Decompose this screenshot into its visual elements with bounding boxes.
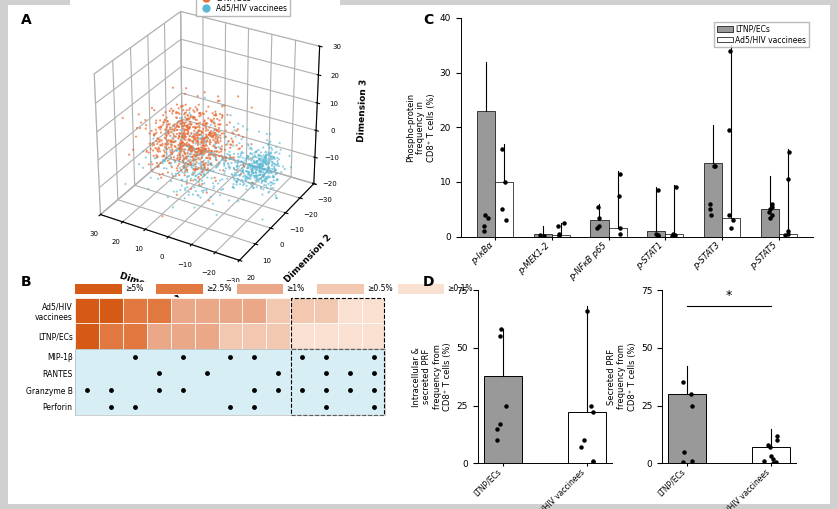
Bar	[219, 323, 242, 349]
Bar	[194, 323, 219, 349]
Text: ≥1%: ≥1%	[287, 285, 304, 293]
Bar	[484, 376, 521, 463]
Bar	[338, 323, 362, 349]
Text: *: *	[726, 289, 732, 302]
Text: B: B	[21, 275, 32, 289]
Bar	[75, 323, 99, 349]
Bar	[99, 323, 123, 349]
Y-axis label: Secreted PRF
frequency from
CD8⁺ T cells (%): Secreted PRF frequency from CD8⁺ T cells…	[607, 343, 637, 411]
Text: ≥2.5%: ≥2.5%	[205, 285, 231, 293]
Bar	[704, 163, 722, 237]
Bar	[147, 323, 171, 349]
Text: ≥5%: ≥5%	[125, 285, 143, 293]
Bar	[242, 298, 266, 323]
Bar	[292, 349, 385, 415]
Bar	[171, 298, 194, 323]
X-axis label: Dimension 1: Dimension 1	[118, 272, 181, 300]
Bar	[318, 285, 364, 294]
Bar	[147, 298, 171, 323]
Bar	[534, 235, 551, 237]
Bar	[398, 285, 444, 294]
Bar	[753, 447, 790, 463]
Text: ≥0.5%: ≥0.5%	[367, 285, 392, 293]
Y-axis label: Intracellular &
secreted PRF
frequency from
CD8⁺ T cells (%): Intracellular & secreted PRF frequency f…	[412, 343, 453, 411]
Bar	[314, 298, 338, 323]
Bar	[290, 323, 314, 349]
Bar	[75, 285, 122, 294]
Bar	[668, 394, 706, 463]
Bar	[99, 298, 123, 323]
Bar	[156, 285, 203, 294]
Bar	[75, 298, 99, 323]
Bar	[477, 111, 495, 237]
Bar	[314, 323, 338, 349]
Bar	[608, 229, 627, 237]
Bar	[665, 234, 684, 237]
Bar	[568, 412, 606, 463]
Bar	[242, 323, 266, 349]
Bar	[647, 231, 665, 237]
Y-axis label: Dimension 2: Dimension 2	[283, 233, 334, 285]
Bar	[194, 298, 219, 323]
Bar	[495, 182, 513, 237]
Text: ≥0.1%: ≥0.1%	[447, 285, 473, 293]
Text: D: D	[423, 275, 435, 289]
Bar	[290, 298, 314, 323]
Bar	[590, 220, 608, 237]
Bar	[219, 298, 242, 323]
Bar	[266, 323, 290, 349]
Bar	[123, 298, 147, 323]
Bar	[123, 323, 147, 349]
Bar	[362, 298, 385, 323]
Bar	[236, 285, 283, 294]
Legend: LTNP/ECs, Ad5/HIV vaccinees: LTNP/ECs, Ad5/HIV vaccinees	[714, 22, 809, 47]
Y-axis label: Phospho-protein
frequency in
CD8⁺ T cells (%): Phospho-protein frequency in CD8⁺ T cell…	[406, 93, 436, 162]
Bar	[551, 235, 570, 237]
Bar	[171, 323, 194, 349]
Bar	[292, 298, 385, 349]
Bar	[362, 323, 385, 349]
Bar	[761, 209, 779, 237]
Text: A: A	[21, 13, 32, 27]
Text: C: C	[423, 13, 433, 27]
Bar	[722, 217, 740, 237]
Legend: LTNP/ECs, Ad5/HIV vaccinees: LTNP/ECs, Ad5/HIV vaccinees	[195, 0, 290, 16]
Bar	[779, 234, 797, 237]
Bar	[338, 298, 362, 323]
Bar	[266, 298, 290, 323]
